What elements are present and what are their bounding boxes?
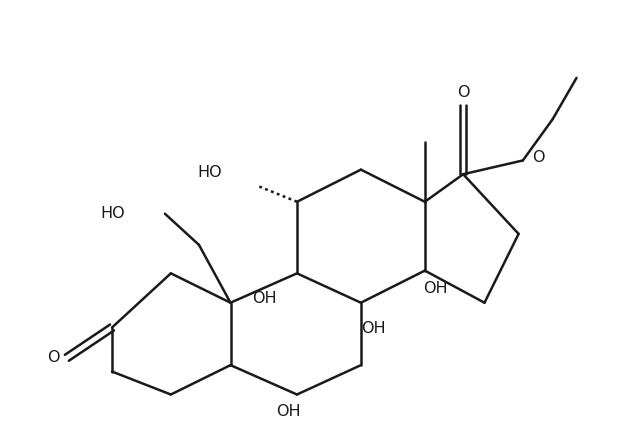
Text: HO: HO xyxy=(100,206,125,221)
Text: HO: HO xyxy=(197,165,222,180)
Text: OH: OH xyxy=(252,291,276,306)
Text: O: O xyxy=(47,350,60,366)
Text: OH: OH xyxy=(276,404,300,419)
Text: O: O xyxy=(532,150,545,166)
Text: OH: OH xyxy=(423,282,448,296)
Text: O: O xyxy=(457,85,469,100)
Text: OH: OH xyxy=(361,321,385,336)
